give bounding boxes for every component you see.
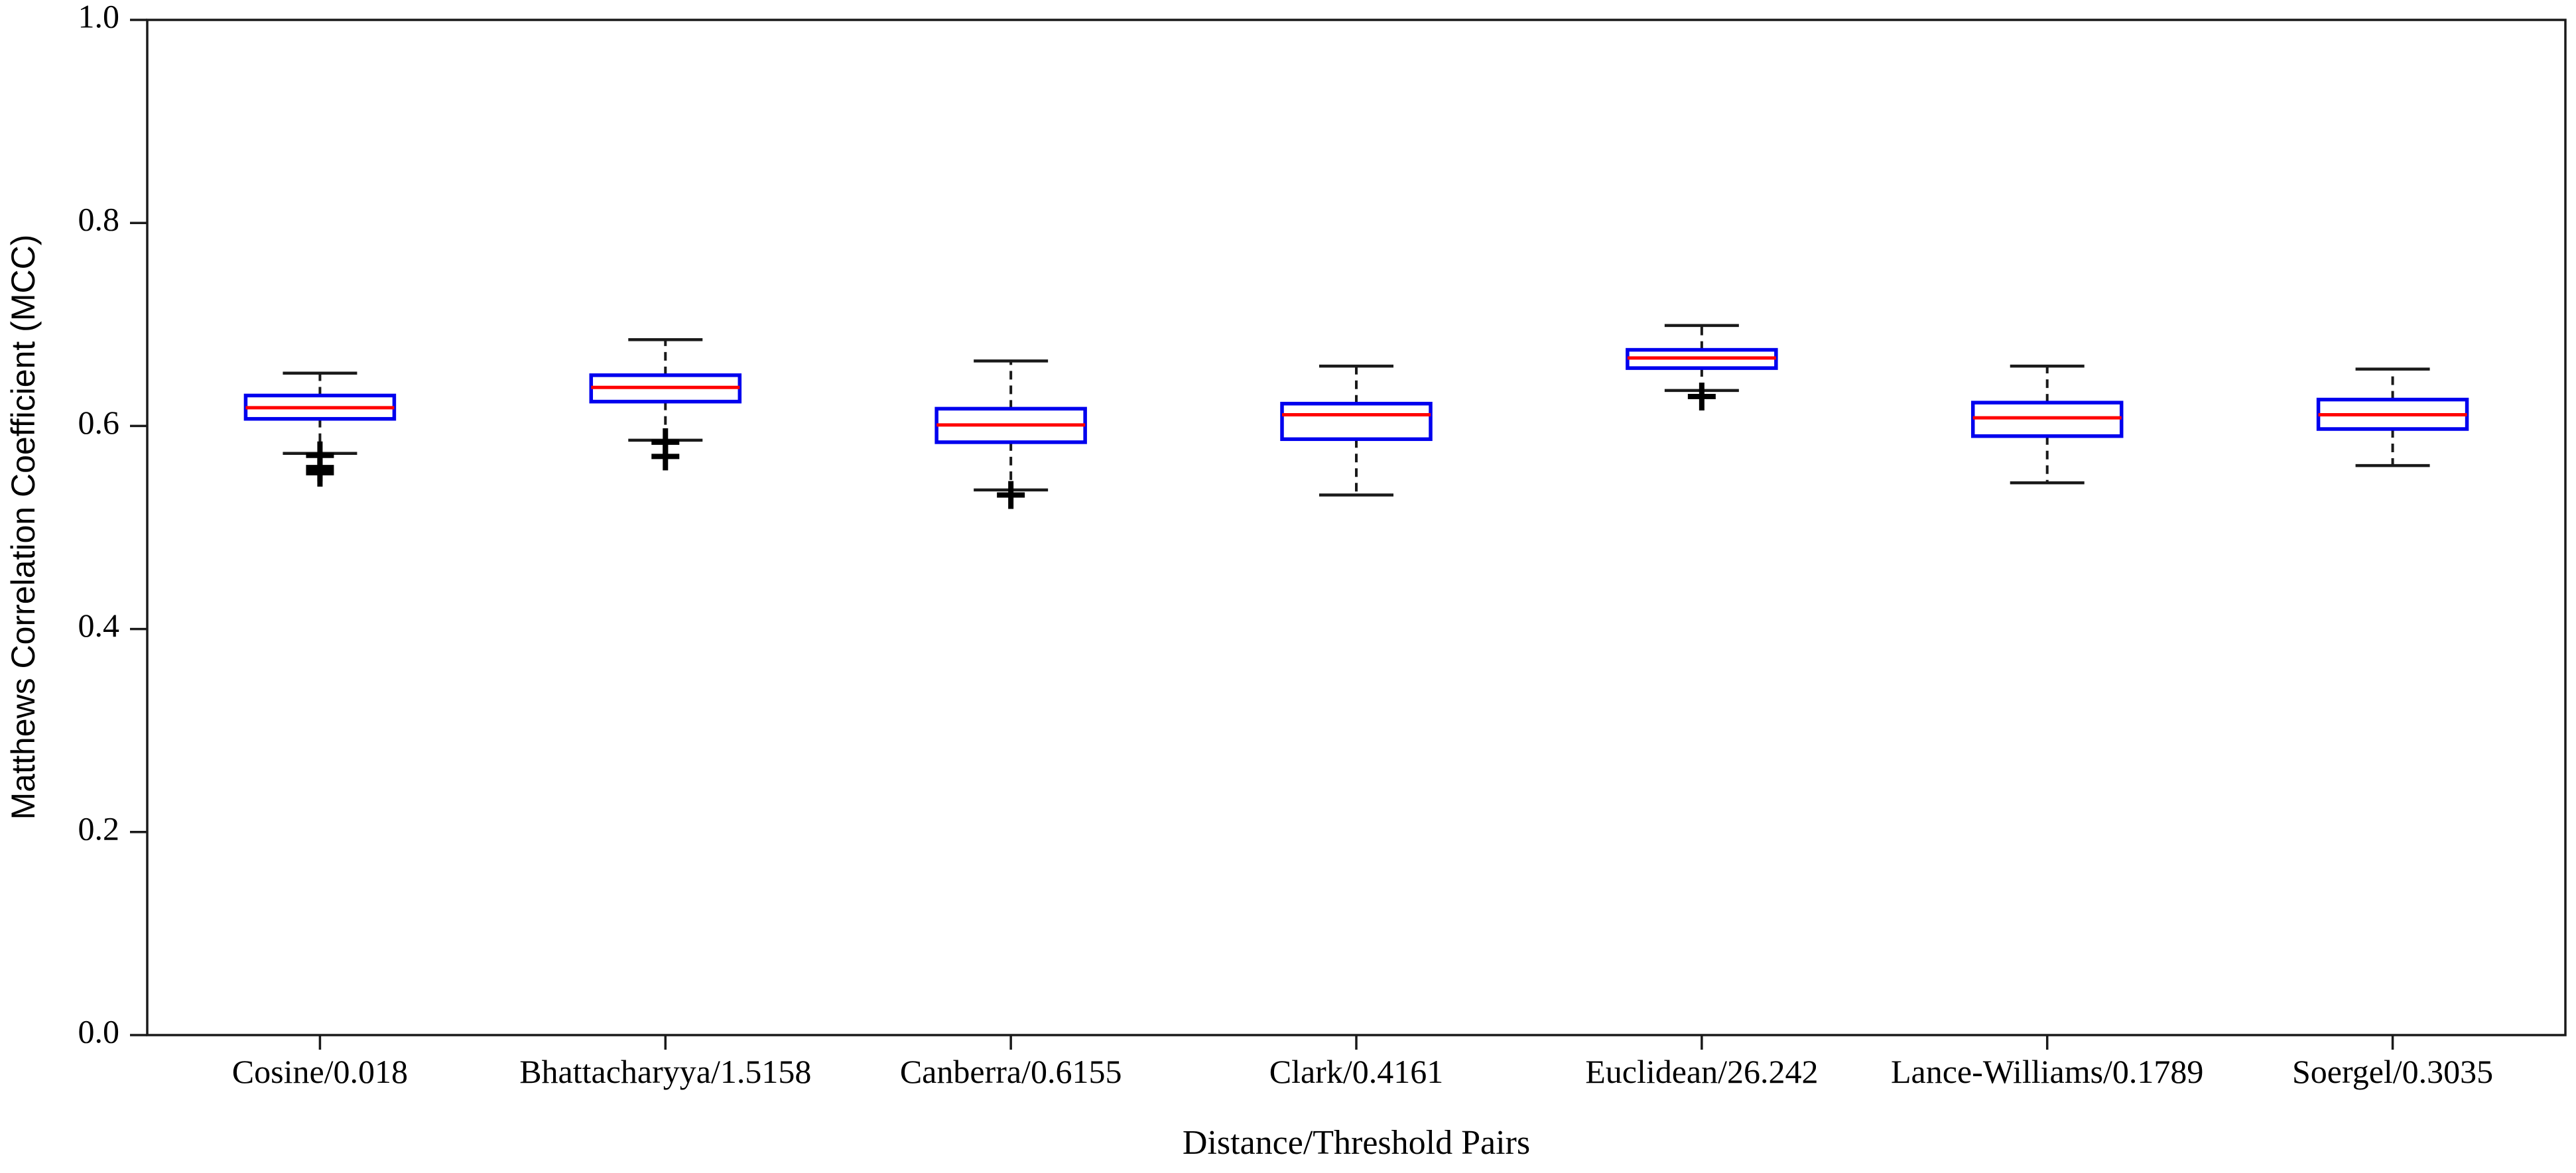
y-tick-label: 0.6 [78, 404, 120, 441]
y-tick-label: 0.0 [78, 1013, 120, 1050]
y-tick-label: 0.2 [78, 810, 120, 847]
x-tick-label: Soergel/0.3035 [2292, 1053, 2493, 1090]
x-tick-label: Canberra/0.6155 [900, 1053, 1122, 1090]
y-tick-label: 0.4 [78, 607, 120, 644]
y-tick-label: 1.0 [78, 0, 120, 34]
plot-border [146, 19, 2567, 1036]
x-tick-label: Cosine/0.018 [232, 1053, 408, 1090]
plot-area: 0.0 0.2 0.4 0.6 0.8 1.0 Cosine/0.018 Bhattachar… [78, 0, 2567, 1090]
x-tick-label: Clark/0.4161 [1269, 1053, 1443, 1090]
x-axis-label: Distance/Threshold Pairs [1183, 1124, 1530, 1162]
x-tick-label: Euclidean/26.242 [1585, 1053, 1818, 1090]
y-tick-label: 0.8 [78, 201, 120, 238]
box-4 [1280, 401, 1433, 442]
x-tick-label: Bhattacharyya/1.5158 [519, 1053, 811, 1090]
y-axis-label: Matthews Correlation Coefficient (MCC) [5, 235, 42, 820]
x-tick-label: Lance-Williams/0.1789 [1891, 1053, 2203, 1090]
